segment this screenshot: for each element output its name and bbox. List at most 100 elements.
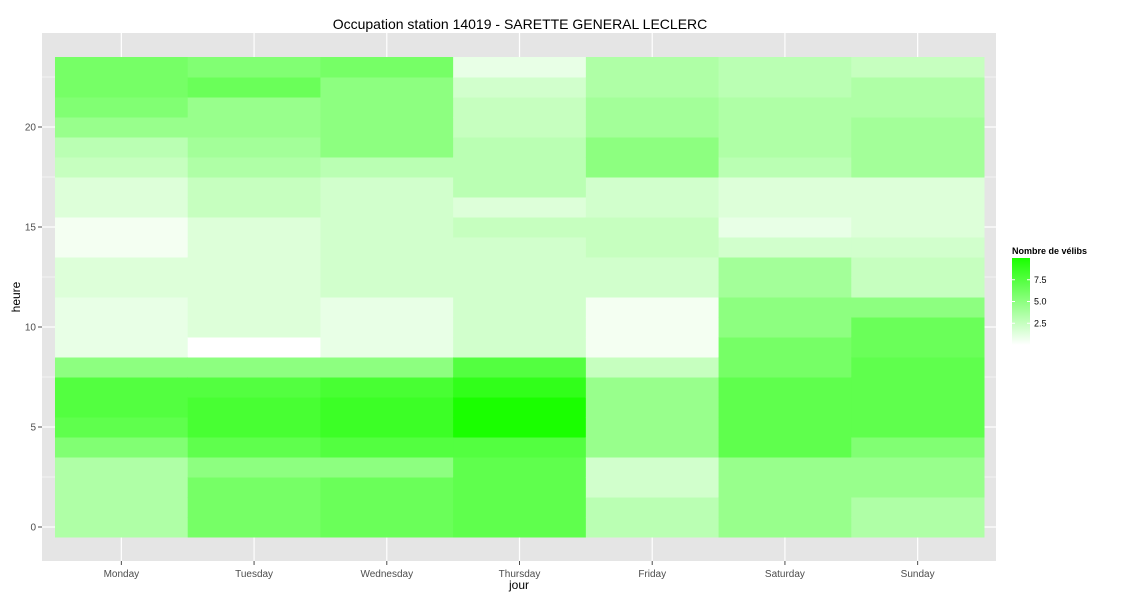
- heatmap-cell: [453, 477, 587, 498]
- legend-title: Nombre de vélibs: [1012, 246, 1087, 256]
- heatmap-cell: [851, 297, 985, 318]
- heatmap-cell: [187, 197, 321, 218]
- heatmap-cell: [718, 177, 852, 198]
- heatmap-cell: [718, 217, 852, 238]
- heatmap-cell: [851, 257, 985, 278]
- heatmap-cell: [320, 397, 454, 418]
- heatmap-cell: [453, 277, 587, 298]
- heatmap-cell: [55, 517, 189, 538]
- heatmap-cell: [187, 137, 321, 158]
- heatmap-cell: [55, 57, 189, 78]
- heatmap-cell: [851, 57, 985, 78]
- heatmap-cell: [453, 197, 587, 218]
- heatmap-cell: [851, 277, 985, 298]
- heatmap-cell: [187, 517, 321, 538]
- heatmap-cell: [718, 457, 852, 478]
- heatmap-cell: [187, 417, 321, 438]
- heatmap-cell: [453, 117, 587, 138]
- heatmap-cell: [585, 297, 720, 318]
- heatmap-cell: [851, 177, 985, 198]
- heatmap-cell: [718, 157, 852, 178]
- y-axis-title: heure: [9, 281, 23, 312]
- heatmap-cell: [453, 237, 587, 258]
- heatmap-cell: [187, 57, 321, 78]
- heatmap-cell: [320, 357, 454, 378]
- heatmap-cell: [453, 137, 587, 158]
- heatmap-cell: [453, 397, 587, 418]
- y-tick-label: 20: [25, 123, 37, 134]
- heatmap-cell: [55, 457, 189, 478]
- heatmap-cell: [851, 357, 985, 378]
- heatmap-cell: [187, 217, 321, 238]
- heatmap-cell: [320, 337, 454, 358]
- heatmap-cell: [187, 117, 321, 138]
- heatmap-cell: [320, 117, 454, 138]
- x-tick-label: Wednesday: [360, 569, 413, 580]
- heatmap-cell: [187, 477, 321, 498]
- heatmap-cell: [55, 357, 189, 378]
- heatmap-cell: [55, 277, 189, 298]
- heatmap-cell: [585, 397, 720, 418]
- heatmap-cell: [187, 357, 321, 378]
- legend-label: 7.5: [1034, 275, 1047, 285]
- heatmap-cell: [718, 57, 852, 78]
- heatmap-cell: [718, 397, 852, 418]
- heatmap-cell: [55, 117, 189, 138]
- heatmap-cell: [718, 97, 852, 118]
- heatmap-cell: [320, 457, 454, 478]
- chart-title: Occupation station 14019 - SARETTE GENER…: [333, 16, 708, 32]
- heatmap-cell: [55, 97, 189, 118]
- heatmap-cell: [320, 417, 454, 438]
- heatmap-cell: [453, 517, 587, 538]
- heatmap-cell: [585, 357, 720, 378]
- heatmap-cell: [718, 517, 852, 538]
- heatmap-cell: [453, 77, 587, 98]
- heatmap-cell: [187, 497, 321, 518]
- heatmap-cell: [187, 237, 321, 258]
- heatmap-cell: [718, 237, 852, 258]
- heatmap-cell: [55, 437, 189, 458]
- x-tick-label: Saturday: [765, 569, 805, 580]
- heatmap-cell: [585, 57, 720, 78]
- heatmap-cell: [585, 77, 720, 98]
- heatmap-cell: [320, 517, 454, 538]
- x-axis-ticks: Monday Tuesday Wednesday Thursday Friday Satu…: [104, 561, 935, 580]
- heatmap-cell: [585, 257, 720, 278]
- heatmap-cell: [55, 477, 189, 498]
- legend: Nombre de vélibs 7.5 5.0 2.5: [1012, 246, 1087, 345]
- heatmap-cell: [453, 257, 587, 278]
- x-tick-label: Tuesday: [235, 569, 273, 580]
- heatmap-cell: [453, 317, 587, 338]
- heatmap-cell: [55, 397, 189, 418]
- heatmap-cell: [55, 337, 189, 358]
- x-tick-label: Thursday: [499, 569, 541, 580]
- heatmap-cell: [453, 377, 587, 398]
- heatmap-cell: [187, 257, 321, 278]
- heatmap-cell: [320, 377, 454, 398]
- heatmap-cell: [718, 357, 852, 378]
- heatmap-cell: [851, 477, 985, 498]
- heatmap-cell: [851, 417, 985, 438]
- heatmap-cell: [320, 197, 454, 218]
- heatmap-cell: [187, 97, 321, 118]
- heatmap-cell: [187, 397, 321, 418]
- heatmap-cell: [55, 237, 189, 258]
- heatmap-cell: [718, 497, 852, 518]
- heatmap-cell: [718, 317, 852, 338]
- heatmap-cell: [585, 137, 720, 158]
- heatmap-cell: [585, 97, 720, 118]
- heatmap-cell: [320, 497, 454, 518]
- heatmap-cell: [718, 297, 852, 318]
- heatmap-cell: [320, 57, 454, 78]
- heatmap-cell: [320, 297, 454, 318]
- heatmap-cell: [453, 157, 587, 178]
- heatmap-cell: [320, 157, 454, 178]
- heatmap-cell: [55, 377, 189, 398]
- y-tick-label: 15: [25, 223, 37, 234]
- heatmap-cell: [55, 317, 189, 338]
- heatmap-cell: [585, 217, 720, 238]
- heatmap-cell: [585, 277, 720, 298]
- heatmap-cell: [187, 297, 321, 318]
- heatmap-cell: [851, 137, 985, 158]
